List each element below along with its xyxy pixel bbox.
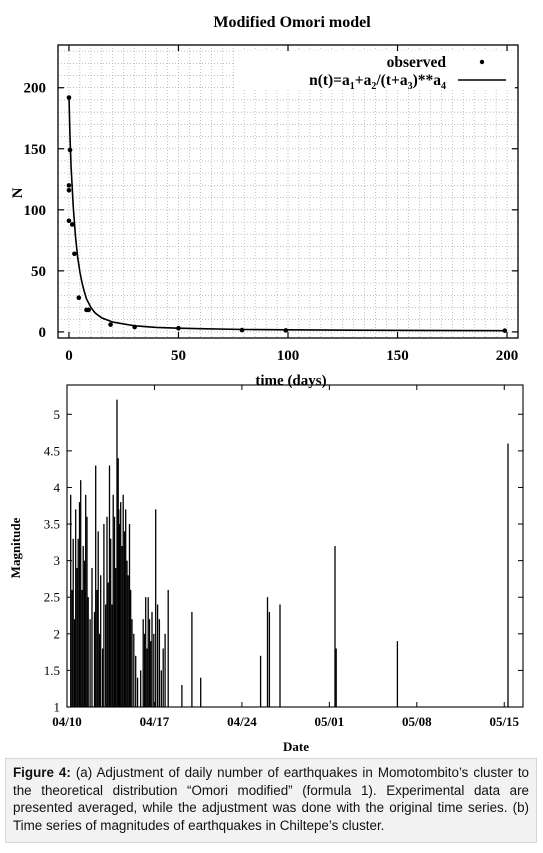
x-tick-label: 05/08: [402, 714, 432, 729]
chart-a-marks: [66, 95, 508, 333]
observed-point: [239, 327, 245, 333]
y-tick-label: 1: [54, 700, 61, 715]
legend-observed-marker: [479, 59, 485, 65]
chart-a-y-axis-label: N: [10, 187, 26, 198]
omori-fit-curve: [68, 97, 508, 332]
observed-point: [502, 328, 508, 333]
chart-a-legend: observed n(t)=a1+a2/(t+a3)**a4: [235, 51, 515, 92]
y-tick-label: 1.5: [44, 663, 60, 678]
x-tick-label: 05/15: [489, 714, 519, 729]
y-tick-label: 2.5: [44, 590, 60, 605]
y-tick-label: 0: [39, 325, 47, 341]
y-tick-label: 2: [54, 626, 61, 641]
y-tick-label: 200: [24, 81, 47, 97]
observed-point: [176, 325, 181, 331]
figure-caption: Figure 4: (a) Adjustment of daily number…: [5, 758, 537, 843]
chart-a-title: Modified Omori model: [213, 14, 371, 31]
x-tick-label: 04/10: [52, 714, 82, 729]
x-tick-label: 200: [496, 348, 519, 364]
x-tick-label: 04/17: [140, 714, 170, 729]
observed-point: [69, 222, 75, 227]
y-tick-label: 5: [54, 407, 61, 422]
observed-point: [76, 295, 82, 301]
observed-point: [132, 324, 137, 330]
chart-b-plot-frame: [66, 384, 524, 708]
x-tick-label: 50: [171, 348, 186, 364]
observed-point: [86, 307, 91, 313]
y-tick-label: 3.5: [44, 517, 60, 532]
legend-fit-label: n(t)=a1+a2/(t+a3)**a4: [309, 72, 446, 92]
y-tick-label: 3: [54, 553, 61, 568]
observed-point: [66, 218, 72, 224]
x-tick-label: 04/24: [227, 714, 257, 729]
observed-point: [283, 328, 289, 333]
caption-label: Figure 4:: [13, 765, 71, 780]
observed-point: [66, 95, 72, 100]
chart-a-grid: [58, 45, 518, 338]
observed-point: [72, 251, 77, 257]
x-tick-label: 150: [386, 348, 409, 364]
y-tick-label: 150: [24, 142, 47, 158]
y-tick-label: 4: [54, 480, 61, 495]
observed-point: [66, 183, 72, 188]
chart-b-ticks: 1 1.5 2 2.5 3 3.5 4 4.5 5 04/10 04/17 04/24 05/01 05/…: [44, 385, 523, 729]
chart-b-y-axis-label: Magnitude: [8, 517, 23, 578]
chart-b-bars: [70, 399, 509, 707]
y-tick-label: 4.5: [44, 443, 60, 458]
caption-text: (a) Adjustment of daily number of earthq…: [13, 765, 529, 833]
x-tick-label: 05/01: [315, 714, 345, 729]
y-tick-label: 100: [24, 203, 47, 219]
observed-point: [108, 322, 113, 327]
legend-observed-label: observed: [387, 54, 447, 71]
y-tick-label: 50: [31, 264, 46, 280]
chart-a-ticks: 0 50 100 150 200 0 50 100 150 200: [24, 45, 519, 364]
chart-b-x-axis-label: Date: [283, 739, 309, 754]
x-tick-label: 100: [277, 348, 300, 364]
omori-model-chart: Modified Omori model 0 50 100 150 200 0 50 100 1…: [10, 14, 519, 389]
observed-point: [66, 187, 72, 193]
x-tick-label: 0: [65, 348, 73, 364]
observed-point: [67, 147, 73, 153]
magnitude-time-series-chart: 1 1.5 2 2.5 3 3.5 4 4.5 5 04/10 04/17 04/24 05/01 05/…: [8, 384, 524, 754]
